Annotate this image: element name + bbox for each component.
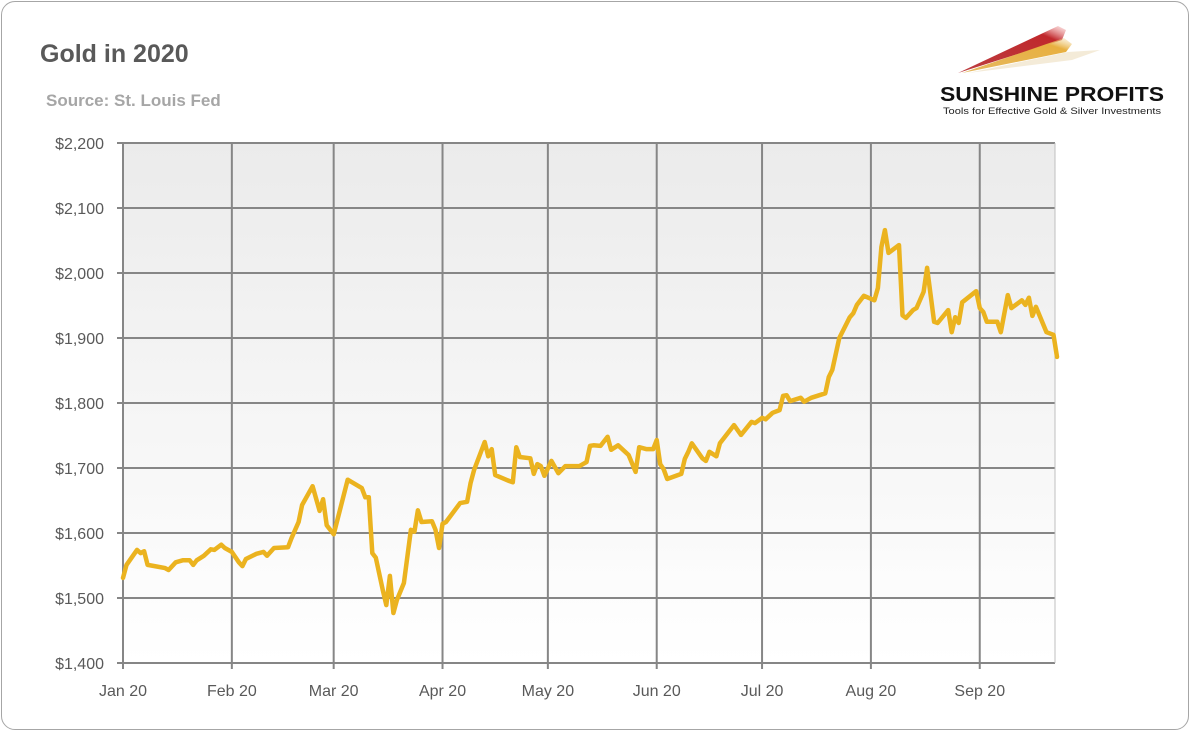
x-tick-label: Sep 20 <box>954 683 1005 700</box>
y-tick-label: $2,000 <box>55 266 104 283</box>
x-axis-tick-labels: Jan 20 Feb 20 Mar 20 Apr 20 May 20 Jun 20 Jul … <box>99 683 1005 700</box>
logo-tagline: Tools for Effective Gold & Silver Invest… <box>943 106 1161 117</box>
gold-price-line <box>120 227 1060 616</box>
y-tick-label: $1,800 <box>55 396 104 413</box>
logo-name: SUNSHINE PROFITS <box>940 84 1164 106</box>
y-tick-label: $2,100 <box>55 201 104 218</box>
logo-light-streak-icon <box>968 50 1100 73</box>
y-tick-label: $2,200 <box>55 136 104 153</box>
x-tick-label: May 20 <box>522 683 575 700</box>
x-tick-label: Aug 20 <box>846 683 897 700</box>
x-tick-label: Jan 20 <box>99 683 147 700</box>
x-tick-label: Jun 20 <box>633 683 681 700</box>
y-tick-label: $1,400 <box>55 656 104 673</box>
y-tick-label: $1,500 <box>55 591 104 608</box>
x-tick-label: Feb 20 <box>207 683 257 700</box>
gridlines <box>117 142 1056 669</box>
y-tick-label: $1,700 <box>55 461 104 478</box>
y-tick-label: $1,900 <box>55 331 104 348</box>
chart-title: Gold in 2020 <box>40 40 189 68</box>
chart-subtitle: Source: St. Louis Fed <box>46 91 221 110</box>
y-axis-tick-labels: $1,400 $1,500 $1,600 $1,700 $1,800 $1,900 $2,0… <box>55 136 104 673</box>
x-tick-label: Mar 20 <box>309 683 359 700</box>
x-tick-label: Apr 20 <box>419 683 466 700</box>
sunshine-profits-logo: SUNSHINE PROFITS Tools for Effective Gol… <box>940 26 1164 117</box>
logo-gold-streak-icon <box>962 38 1072 73</box>
logo-red-streak-icon <box>958 26 1066 73</box>
y-tick-label: $1,600 <box>55 526 104 543</box>
x-tick-label: Jul 20 <box>741 683 784 700</box>
